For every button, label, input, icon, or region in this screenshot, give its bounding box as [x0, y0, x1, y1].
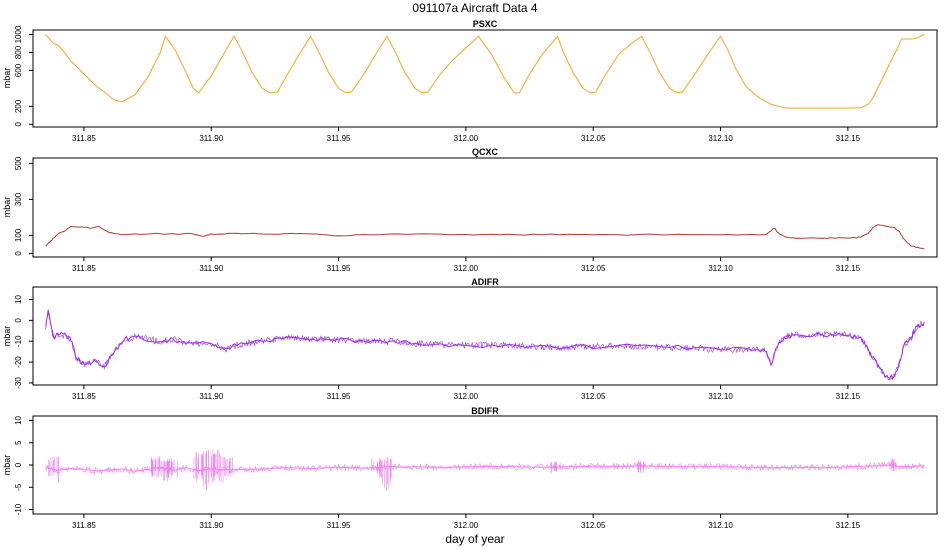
plot-frame-adifr	[32, 286, 938, 386]
y-axis-label-bdifr: mbar	[2, 455, 12, 476]
figure-title: 091107a Aircraft Data 4	[412, 1, 538, 15]
y-tick-label-qcxc: 0	[14, 251, 23, 256]
y-tick-label-adifr: -20	[14, 356, 23, 368]
y-ticks-bdifr: -10 -5 0 5 10	[14, 415, 33, 515]
x-tick-label-qcxc: 312.15	[836, 264, 861, 273]
panel-title-qcxc: QCXC	[472, 147, 499, 157]
x-tick-label-adifr: 312.15	[836, 392, 861, 401]
x-tick-label-psxc: 312.15	[836, 134, 861, 143]
y-tick-label-psxc: 600	[14, 63, 23, 77]
x-tick-label-qcxc: 311.85	[72, 264, 96, 273]
x-tick-label-psxc: 311.90	[199, 134, 223, 143]
y-axis-label-qcxc: mbar	[2, 197, 12, 218]
x-ticks-bdifr: 311.85 311.90 311.95 312.00 312.05 312.10 312.…	[72, 514, 861, 530]
y-ticks-qcxc: 0 100 300 500	[14, 156, 33, 256]
y-tick-label-psxc: 200	[14, 99, 23, 113]
x-tick-label-bdifr: 312.10	[708, 521, 733, 530]
x-tick-label-qcxc: 311.95	[327, 264, 351, 273]
x-tick-label-qcxc: 311.90	[199, 264, 223, 273]
y-ticks-psxc: 0 200 600 800 1000	[14, 25, 33, 127]
x-tick-label-adifr: 312.10	[708, 392, 733, 401]
y-axis-label-psxc: mbar	[2, 68, 12, 89]
x-axis-label: day of year	[445, 532, 504, 546]
y-tick-label-adifr: 10	[14, 295, 23, 304]
panel-title-adifr: ADIFR	[471, 277, 499, 287]
x-tick-label-bdifr: 311.85	[72, 521, 96, 530]
x-tick-label-adifr: 311.90	[199, 392, 223, 401]
y-tick-label-bdifr: 0	[14, 462, 23, 467]
panel-title-psxc: PSXC	[473, 19, 498, 29]
y-tick-label-bdifr: 5	[14, 440, 23, 445]
x-ticks-qcxc: 311.85 311.90 311.95 312.00 312.05 312.10 312.…	[72, 257, 861, 273]
x-tick-label-adifr: 311.95	[327, 392, 351, 401]
y-ticks-adifr: -30 -20 -10 0 10	[14, 295, 33, 389]
x-tick-label-adifr: 311.85	[72, 392, 96, 401]
y-tick-label-psxc: 0	[14, 122, 23, 127]
x-tick-label-psxc: 312.00	[454, 134, 479, 143]
y-tick-label-qcxc: 500	[14, 156, 23, 170]
x-tick-label-qcxc: 312.10	[708, 264, 733, 273]
series-line-psxc	[45, 34, 925, 109]
series-line-qcxc	[45, 224, 925, 250]
x-tick-label-adifr: 312.00	[454, 392, 479, 401]
series-line-bdifr	[45, 464, 925, 472]
plot-frame-psxc	[32, 29, 938, 128]
x-tick-label-psxc: 311.95	[327, 134, 351, 143]
series-line-adifr	[45, 309, 925, 381]
y-axis-label-adifr: mbar	[2, 326, 12, 347]
x-tick-label-adifr: 312.05	[581, 392, 606, 401]
y-tick-label-bdifr: 10	[14, 415, 23, 424]
x-ticks-adifr: 311.85 311.90 311.95 312.00 312.05 312.10 312.…	[72, 385, 861, 401]
y-tick-label-qcxc: 300	[14, 192, 23, 206]
x-tick-label-psxc: 311.85	[72, 134, 96, 143]
y-tick-label-adifr: 0	[14, 318, 23, 323]
panel-title-bdifr: BDIFR	[471, 406, 499, 416]
x-tick-label-bdifr: 312.00	[454, 521, 479, 530]
x-tick-label-qcxc: 312.05	[581, 264, 606, 273]
x-tick-label-bdifr: 312.05	[581, 521, 606, 530]
y-tick-label-bdifr: -10	[14, 503, 23, 515]
y-tick-label-bdifr: -5	[14, 483, 23, 491]
x-tick-label-bdifr: 311.95	[327, 521, 351, 530]
x-tick-label-bdifr: 311.90	[199, 521, 223, 530]
y-tick-label-adifr: -30	[14, 377, 23, 389]
x-tick-label-psxc: 312.10	[708, 134, 733, 143]
x-tick-label-bdifr: 312.15	[836, 521, 861, 530]
x-ticks-psxc: 311.85 311.90 311.95 312.00 312.05 312.10 312.…	[72, 127, 861, 143]
y-tick-label-qcxc: 100	[14, 228, 23, 242]
y-tick-label-adifr: -10	[14, 335, 23, 347]
x-tick-label-psxc: 312.05	[581, 134, 606, 143]
x-tick-label-qcxc: 312.00	[454, 264, 479, 273]
y-tick-label-psxc: 1000	[14, 25, 23, 43]
plot-frame-qcxc	[32, 157, 938, 258]
y-tick-label-psxc: 800	[14, 45, 23, 59]
